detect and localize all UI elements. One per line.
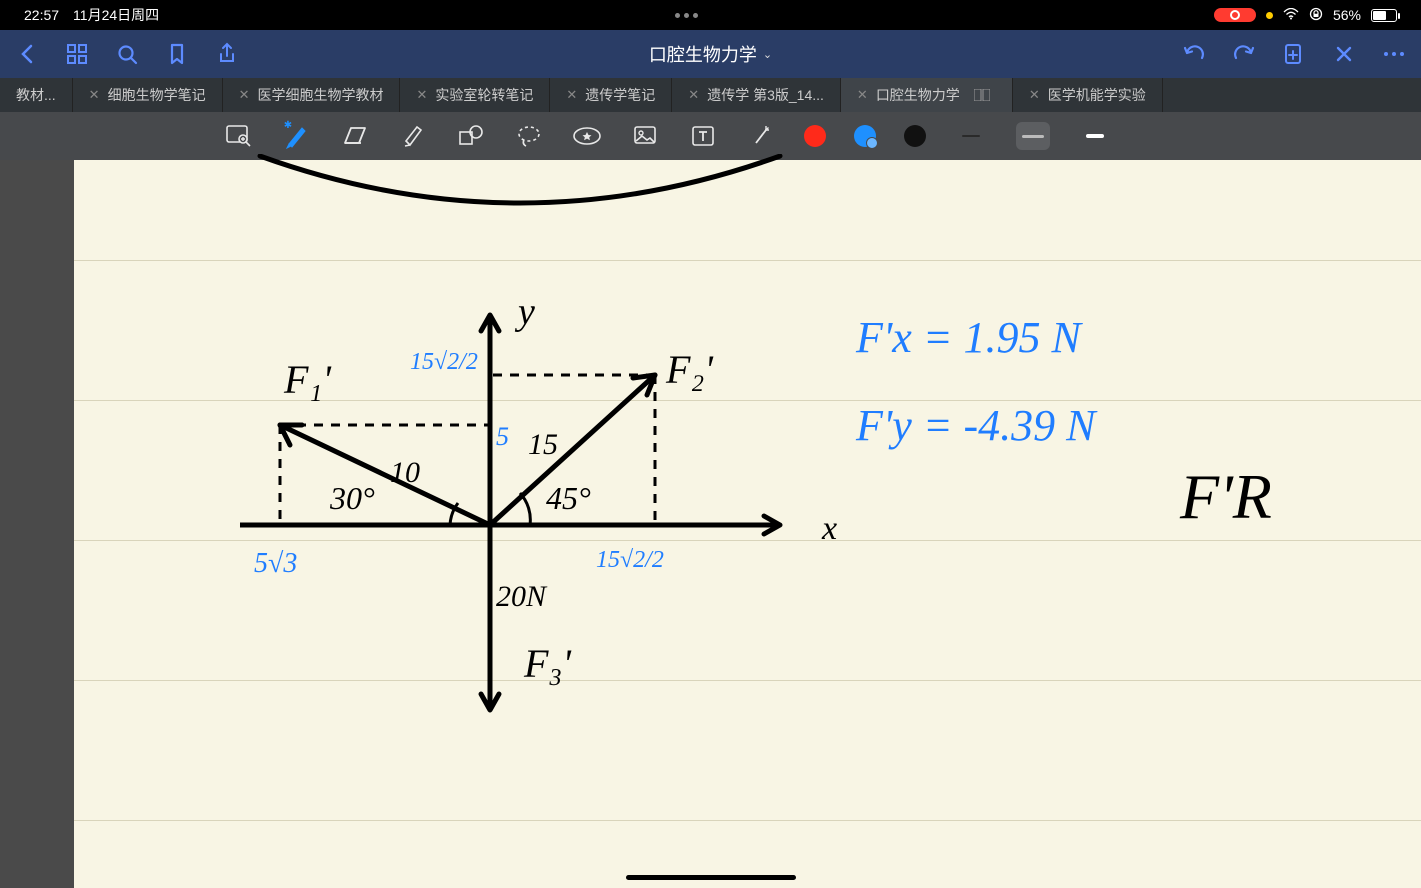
image-tool-icon[interactable] — [630, 121, 660, 151]
color-black[interactable] — [904, 125, 926, 147]
label-15sqrt2b: 15√2/2 — [596, 550, 664, 572]
tab-close-icon[interactable]: ✕ — [857, 87, 868, 103]
close-icon[interactable] — [1331, 41, 1357, 67]
label-45: 45° — [546, 480, 591, 517]
tab-close-icon[interactable]: ✕ — [416, 87, 427, 103]
laser-tool-icon[interactable] — [746, 121, 776, 151]
tab-item[interactable]: ✕ 细胞生物学笔记 — [73, 78, 223, 112]
status-bar: 22:57 11月24日周四 56% — [0, 0, 1421, 30]
label-30: 30° — [330, 480, 375, 517]
tab-item[interactable]: ✕ 医学细胞生物学教材 — [223, 78, 401, 112]
label-10: 10 — [390, 456, 420, 490]
tab-label: 遗传学 第3版_14... — [707, 85, 824, 105]
label-FR: F'R — [1180, 460, 1272, 534]
zoom-tool-icon[interactable] — [224, 121, 254, 151]
tab-label: 遗传学笔记 — [585, 85, 655, 105]
tab-close-icon[interactable]: ✕ — [566, 87, 577, 103]
status-dot-icon — [1266, 12, 1273, 19]
tab-close-icon[interactable]: ✕ — [89, 87, 100, 103]
stroke-medium[interactable] — [1016, 122, 1050, 150]
orientation-lock-icon — [1309, 7, 1323, 24]
eraser-tool-icon[interactable] — [340, 121, 370, 151]
chevron-down-icon: ⌄ — [763, 48, 772, 61]
tab-item[interactable]: ✕ 遗传学笔记 — [550, 78, 672, 112]
status-date: 11月24日周四 — [73, 5, 159, 25]
redo-icon[interactable] — [1231, 41, 1257, 67]
note-canvas[interactable]: y x F₁' F₂' F₃' F'R 10 15 30° 45° 20N 5 … — [0, 160, 1421, 888]
text-tool-icon[interactable] — [688, 121, 718, 151]
multitasking-dots[interactable] — [675, 13, 698, 18]
undo-icon[interactable] — [1181, 41, 1207, 67]
tab-close-icon[interactable]: ✕ — [688, 87, 699, 103]
color-red[interactable] — [804, 125, 826, 147]
label-F3: F₃' — [524, 640, 571, 687]
rule-line — [74, 820, 1421, 821]
status-time: 22:57 — [24, 7, 59, 23]
tab-item[interactable]: ✕ 实验室轮转笔记 — [400, 78, 550, 112]
battery-icon — [1371, 9, 1397, 22]
document-title[interactable]: 口腔生物力学 ⌄ — [649, 41, 772, 67]
canvas-gutter — [0, 160, 74, 888]
favorites-tool-icon[interactable] — [572, 121, 602, 151]
tab-label: 细胞生物学笔记 — [108, 85, 206, 105]
tab-label: 实验室轮转笔记 — [435, 85, 533, 105]
tabs-bar: 教材... ✕ 细胞生物学笔记 ✕ 医学细胞生物学教材 ✕ 实验室轮转笔记 ✕ 遗传学笔… — [0, 78, 1421, 112]
battery-percent: 56% — [1333, 7, 1361, 23]
label-fy: F'y = -4.39 N — [856, 400, 1096, 451]
share-icon[interactable] — [214, 41, 240, 67]
label-5: 5 — [496, 422, 509, 452]
more-icon[interactable] — [1381, 41, 1407, 67]
add-page-icon[interactable] — [1281, 41, 1307, 67]
tab-item[interactable]: ✕ 医学机能学实验 — [1013, 78, 1163, 112]
tab-label: 医学细胞生物学教材 — [257, 85, 383, 105]
color-blue[interactable] — [854, 125, 876, 147]
pen-tool-icon[interactable]: ✱ — [282, 121, 312, 151]
wifi-icon — [1283, 7, 1299, 23]
label-F1: F₁' — [284, 356, 331, 403]
force-diagram — [200, 280, 820, 730]
shape-tool-icon[interactable] — [456, 121, 486, 151]
label-5sqrt3: 5√3 — [254, 548, 297, 580]
label-15: 15 — [528, 428, 558, 462]
stroke-thin[interactable] — [954, 122, 988, 150]
screen-record-indicator[interactable] — [1214, 8, 1256, 22]
tab-close-icon[interactable]: ✕ — [1029, 87, 1040, 103]
rule-line — [74, 260, 1421, 261]
label-fx: F'x = 1.95 N — [856, 312, 1081, 363]
app-navbar: 口腔生物力学 ⌄ — [0, 30, 1421, 78]
label-x-axis: x — [822, 510, 837, 548]
tab-label: 医学机能学实验 — [1048, 85, 1146, 105]
lasso-tool-icon[interactable] — [514, 121, 544, 151]
tool-bar: ✱ — [0, 112, 1421, 160]
tab-item-active[interactable]: ✕ 口腔生物力学 — [841, 78, 1013, 112]
tab-label: 口腔生物力学 — [876, 85, 960, 105]
tab-label: 教材... — [16, 85, 56, 105]
document-title-text: 口腔生物力学 — [649, 41, 757, 67]
grid-icon[interactable] — [64, 41, 90, 67]
label-y-axis: y — [518, 290, 535, 334]
home-indicator[interactable] — [626, 875, 796, 880]
back-icon[interactable] — [14, 41, 40, 67]
stroke-thick[interactable] — [1078, 122, 1112, 150]
ink-arc — [250, 154, 790, 224]
bookmark-icon[interactable] — [164, 41, 190, 67]
label-F2: F₂' — [666, 346, 713, 393]
highlighter-tool-icon[interactable] — [398, 121, 428, 151]
split-view-icon[interactable] — [968, 89, 996, 101]
label-15sqrt2a: 15√2/2 — [410, 352, 478, 374]
label-20N: 20N — [496, 580, 546, 614]
search-icon[interactable] — [114, 41, 140, 67]
tab-close-icon[interactable]: ✕ — [239, 87, 250, 103]
tab-item[interactable]: ✕ 遗传学 第3版_14... — [672, 78, 841, 112]
tab-item[interactable]: 教材... — [0, 78, 73, 112]
